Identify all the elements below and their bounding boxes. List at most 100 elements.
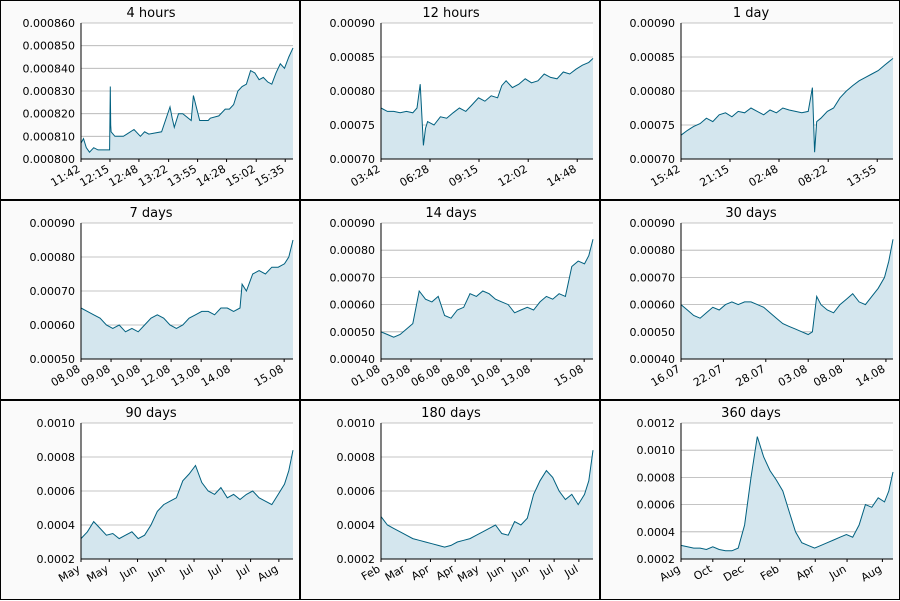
y-tick-label: 0.0002 [637, 553, 676, 566]
y-tick-label: 0.00080 [30, 251, 76, 264]
y-tick-label: 0.0010 [637, 444, 676, 457]
chart-panel-6: 30 days 0.00040 0.00050 0.00060 0.00070 0.000… [600, 200, 900, 400]
x-tick-label: Apr [794, 562, 817, 583]
x-tick-label: 13:55 [165, 162, 199, 189]
chart-svg: 4 hours 0.000800 0.000810 0.000820 0.000830 0… [23, 6, 294, 189]
x-tick-label: 11:42 [49, 162, 83, 189]
x-tick-label: 06.08 [409, 362, 443, 389]
y-tick-label: 0.00075 [630, 119, 676, 132]
y-tick-label: 0.0008 [337, 451, 376, 464]
x-tick-label: 13.08 [499, 362, 533, 389]
x-tick-label: May [455, 562, 482, 585]
chart-panel-5: 14 days 0.00040 0.00050 0.00060 0.00070 0.000… [300, 200, 600, 400]
chart-panel-2: 12 hours 0.00070 0.00075 0.00080 0.00085 0.00… [300, 0, 600, 200]
series-line [80, 450, 294, 540]
x-tick-label: 22.07 [691, 362, 725, 389]
x-tick-label: 14.08 [854, 362, 888, 389]
y-tick-label: 0.00080 [630, 244, 676, 257]
y-tick-label: 0.0008 [37, 451, 76, 464]
x-tick-label: 10.08 [109, 362, 143, 389]
series-area [381, 239, 593, 359]
series-line [680, 239, 894, 336]
x-tick-label: 12:48 [106, 162, 140, 189]
y-tick-label: 0.00070 [330, 271, 376, 284]
chart-svg: 1 day 0.00070 0.00075 0.00080 0.00085 0.00090… [630, 6, 894, 189]
y-tick-label: 0.00040 [630, 353, 676, 366]
y-tick-label: 0.0012 [637, 417, 676, 430]
y-tick-label: 0.0010 [37, 417, 76, 430]
y-tick-label: 0.0002 [337, 553, 376, 566]
x-tick-label: 12:02 [496, 162, 530, 189]
x-tick-label: 09:15 [447, 162, 481, 189]
x-tick-label: Jun [484, 562, 506, 582]
chart-svg: 14 days 0.00040 0.00050 0.00060 0.00070 0.000… [330, 206, 594, 389]
x-tick-label: 15:35 [253, 162, 287, 189]
y-tick-label: 0.00060 [330, 299, 376, 312]
x-tick-label: 14:48 [545, 162, 579, 189]
x-tick-label: 14.08 [199, 362, 233, 389]
y-tick-label: 0.00090 [630, 17, 676, 30]
x-tick-label: 06:28 [398, 162, 432, 189]
y-tick-label: 0.000810 [23, 130, 76, 143]
x-tick-label: Jun [117, 562, 139, 582]
series-line [80, 239, 294, 333]
chart-panel-3: 1 day 0.00070 0.00075 0.00080 0.00085 0.00090… [600, 0, 900, 200]
x-tick-label: 15.08 [552, 362, 586, 389]
y-tick-label: 0.0004 [637, 526, 676, 539]
x-tick-label: Mar [383, 562, 408, 584]
series-line [380, 450, 594, 548]
y-tick-label: 0.000800 [23, 153, 76, 166]
chart-title: 360 days [721, 406, 781, 421]
series-line [680, 58, 894, 153]
chart-panel-7: 90 days 0.0002 0.0004 0.0006 0.0008 0.0010 May… [0, 400, 300, 600]
x-tick-label: 12.08 [139, 362, 173, 389]
x-tick-label: Jul [561, 562, 580, 580]
y-tick-label: 0.00060 [30, 319, 76, 332]
y-tick-label: 0.0006 [37, 485, 76, 498]
x-tick-label: 28.07 [734, 362, 768, 389]
x-tick-label: 15:02 [224, 162, 258, 189]
y-tick-label: 0.0002 [37, 553, 76, 566]
chart-title: 180 days [421, 406, 481, 421]
series-area [81, 47, 293, 159]
x-tick-label: 15.08 [252, 362, 286, 389]
x-tick-label: Apr [434, 562, 457, 583]
y-tick-label: 0.0006 [637, 499, 676, 512]
chart-svg: 180 days0.00020.00040.00060.00080.0010Fe… [337, 406, 594, 585]
x-tick-label: Jun [145, 562, 167, 582]
x-tick-label: Jul [537, 562, 556, 580]
x-tick-label: 08.08 [439, 362, 473, 389]
x-tick-label: 02:48 [747, 162, 781, 189]
x-tick-label: Jun [826, 562, 848, 582]
y-tick-label: 0.00090 [330, 217, 376, 230]
chart-title: 30 days [725, 206, 777, 221]
x-tick-label: Aug [859, 562, 884, 584]
series-line [380, 58, 594, 146]
y-tick-label: 0.00080 [330, 85, 376, 98]
chart-panel-9: 360 days 0.0002 0.0004 0.0006 0.0008 0.0010 0.… [600, 400, 900, 600]
y-tick-label: 0.00090 [330, 17, 376, 30]
y-tick-label: 0.0004 [337, 519, 376, 532]
series-area [381, 58, 593, 159]
series-area [81, 240, 293, 359]
chart-svg: 360 days 0.0002 0.0004 0.0006 0.0008 0.0010 0.… [637, 406, 894, 584]
chart-svg: 7 days 0.00050 0.00060 0.00070 0.00080 0.0009… [30, 206, 294, 389]
x-tick-label: 13:55 [845, 162, 879, 189]
chart-title: 12 hours [422, 6, 479, 21]
y-tick-label: 0.00080 [630, 85, 676, 98]
y-tick-label: 0.000830 [23, 85, 76, 98]
y-tick-label: 0.000850 [23, 40, 76, 53]
y-tick-label: 0.00060 [630, 299, 676, 312]
x-tick-label: Apr [409, 562, 432, 583]
y-tick-label: 0.00085 [630, 51, 676, 64]
y-tick-label: 0.000840 [23, 62, 76, 75]
x-tick-label: 08.08 [811, 362, 845, 389]
y-tick-label: 0.00070 [330, 153, 376, 166]
chart-panel-1: 4 hours 0.000800 0.000810 0.000820 0.000830 0… [0, 0, 300, 200]
y-tick-label: 0.00075 [330, 119, 376, 132]
y-tick-label: 0.0010 [337, 417, 376, 430]
series-line [80, 47, 294, 153]
x-tick-label: 14:28 [194, 162, 228, 189]
y-tick-label: 0.0004 [37, 519, 76, 532]
